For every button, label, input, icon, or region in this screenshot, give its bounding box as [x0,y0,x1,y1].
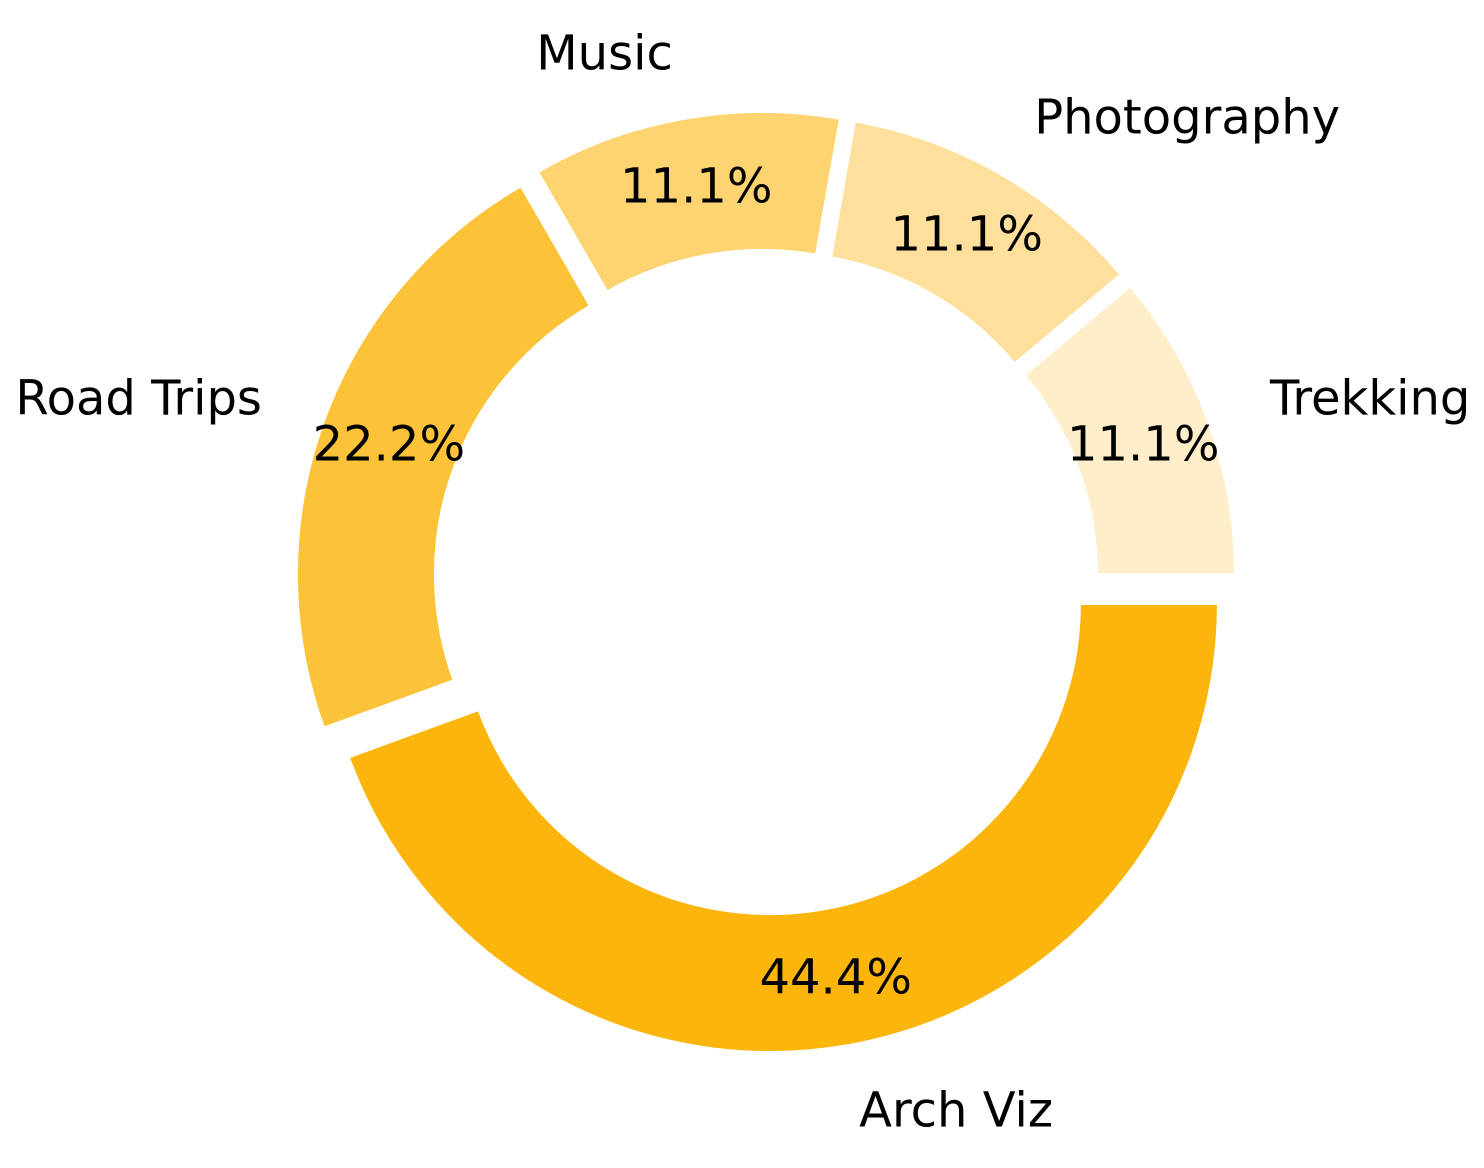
percent-label-trekking: 11.1% [1067,417,1219,473]
category-label-road-trips: Road Trips [15,371,262,427]
donut-slices [295,111,1237,1054]
slice-photography [829,120,1122,365]
category-label-trekking: Trekking [1269,371,1470,427]
percent-label-music: 11.1% [620,159,772,215]
donut-labels: 44.4% Arch Viz 22.2% Road Trips 11.1% Music 11… [15,26,1470,1139]
percent-label-arch-viz: 44.4% [759,949,911,1005]
percent-label-road-trips: 22.2% [313,417,465,473]
category-label-music: Music [536,26,673,82]
category-label-arch-viz: Arch Viz [859,1082,1053,1138]
slice-arch-viz [347,603,1219,1054]
slice-road-trips [295,184,592,729]
category-label-photography: Photography [1034,89,1340,145]
slice-music [536,111,842,293]
slice-trekking [1023,284,1237,576]
percent-label-photography: 11.1% [890,206,1042,262]
